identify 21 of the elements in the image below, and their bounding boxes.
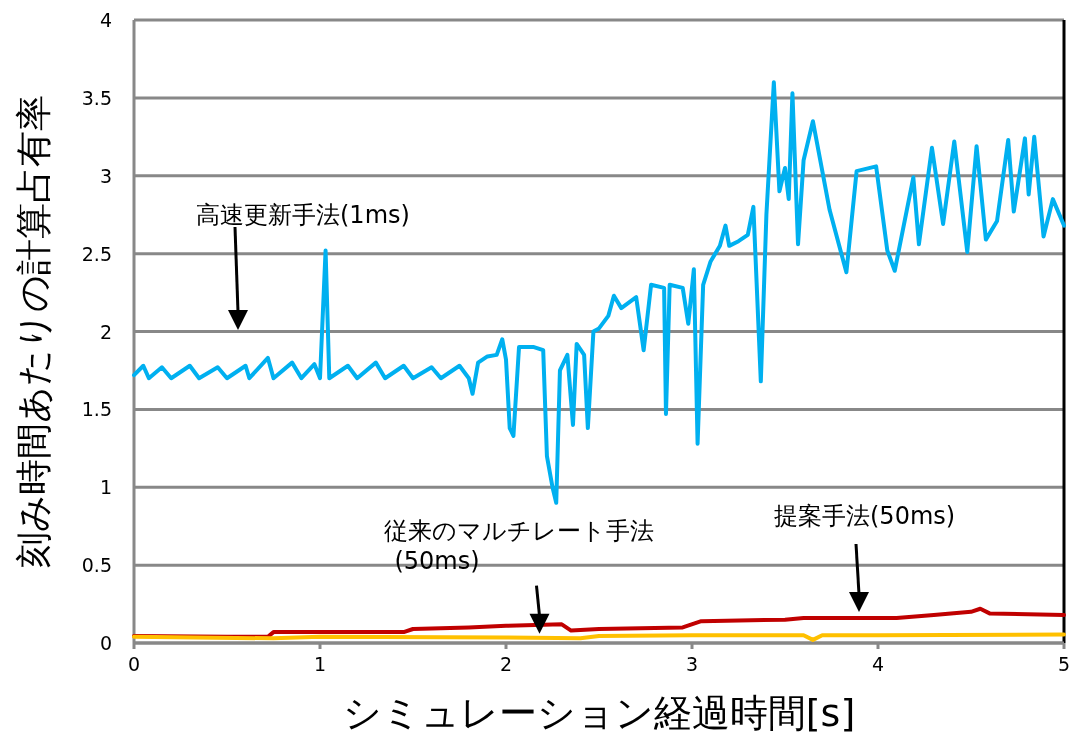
y-tick-label: 3 [99,164,112,187]
annotation: 高速更新手法(1ms) [196,201,410,229]
y-tick-label: 0 [99,632,112,654]
y-axis-title: 刻み時間あたりの計算占有率 [13,95,54,568]
x-tick-label: 1 [313,653,327,675]
x-tick-label: 0 [127,653,141,675]
annotation: 従来のマルチレート手法 (50ms) [384,516,655,575]
y-tick-label: 1 [99,476,112,499]
x-axis-title: シミュレーション経過時間[s] [342,691,856,735]
x-tick-label: 2 [499,653,513,675]
y-tick-label: 3.5 [81,86,112,109]
x-tick-label: 3 [685,653,699,675]
line-series [132,80,1066,505]
y-tick-label: 4 [99,9,112,31]
x-tick-label: 5 [1057,653,1071,675]
x-tick-label: 4 [871,653,885,675]
y-tick-label: 2.5 [81,242,112,265]
annotation: 提案手法(50ms) [774,502,956,530]
y-tick-label: 2 [99,320,112,343]
y-tick-label: 1.5 [81,398,112,421]
y-tick-label: 0.5 [81,554,112,577]
